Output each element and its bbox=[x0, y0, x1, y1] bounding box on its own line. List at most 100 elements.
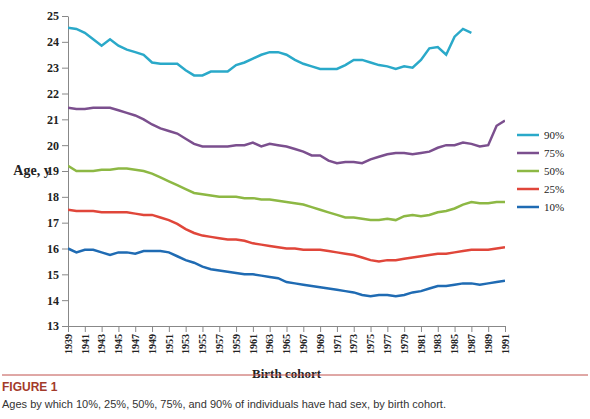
x-tick: 1979 bbox=[399, 326, 410, 354]
x-tick-label: 1977 bbox=[382, 334, 393, 354]
y-tick: 17 bbox=[47, 216, 68, 230]
x-tick-label: 1961 bbox=[248, 334, 259, 354]
x-tick: 1939 bbox=[63, 326, 74, 354]
legend-item: 50% bbox=[517, 165, 564, 177]
y-tick: 24 bbox=[47, 35, 68, 49]
x-axis-title: Birth cohort bbox=[252, 366, 322, 381]
x-tick-mark bbox=[471, 326, 472, 332]
series-line bbox=[68, 28, 471, 76]
x-tick-label: 1973 bbox=[348, 334, 359, 354]
x-tick: 1955 bbox=[197, 326, 208, 354]
x-tick-mark bbox=[270, 326, 271, 332]
x-tick-label: 1963 bbox=[264, 334, 275, 354]
x-tick: 1983 bbox=[432, 326, 443, 354]
x-tick: 1953 bbox=[180, 326, 191, 354]
y-tick: 13 bbox=[47, 319, 68, 333]
x-axis: 1939 1941 1943 1945 1947 1949 1951 1953 1955 1957… bbox=[63, 326, 511, 354]
title: FIGURE 1 bbox=[2, 380, 58, 394]
y-tick: 14 bbox=[47, 294, 68, 308]
x-tick-mark bbox=[354, 326, 355, 332]
y-tick-label: 17 bbox=[47, 216, 59, 230]
x-tick-label: 1965 bbox=[281, 334, 292, 354]
y-tick-label: 21 bbox=[47, 113, 59, 127]
x-tick-mark bbox=[118, 326, 119, 332]
x-tick: 1947 bbox=[130, 326, 141, 354]
lines bbox=[68, 28, 505, 297]
y-tick-label: 14 bbox=[47, 294, 59, 308]
x-tick-mark bbox=[152, 326, 153, 332]
y-tick-mark bbox=[62, 326, 68, 327]
legend-swatch bbox=[517, 134, 539, 137]
x-tick-label: 1969 bbox=[315, 334, 326, 354]
x-tick-label: 1981 bbox=[416, 334, 427, 354]
x-tick: 1977 bbox=[382, 326, 393, 354]
y-tick-mark bbox=[62, 145, 68, 146]
legend-swatch bbox=[517, 188, 539, 191]
y-tick: 25 bbox=[47, 9, 68, 23]
legend-label: 50% bbox=[544, 165, 564, 177]
x-tick-label: 1955 bbox=[197, 334, 208, 354]
x-tick: 1971 bbox=[332, 326, 343, 354]
x-tick: 1969 bbox=[315, 326, 326, 354]
x-tick-label: 1959 bbox=[231, 334, 242, 354]
y-tick-mark bbox=[62, 274, 68, 275]
y-tick-label: 20 bbox=[47, 139, 59, 153]
x-tick-mark bbox=[253, 326, 254, 332]
x-tick: 1963 bbox=[264, 326, 275, 354]
x-tick-label: 1991 bbox=[500, 334, 511, 354]
series-line bbox=[68, 108, 505, 164]
x-tick-label: 1953 bbox=[180, 334, 191, 354]
x-tick-label: 1957 bbox=[214, 334, 225, 354]
x-tick-label: 1979 bbox=[399, 334, 410, 354]
x-tick-mark bbox=[404, 326, 405, 332]
x-tick-label: 1945 bbox=[113, 334, 124, 354]
legend-label: 25% bbox=[544, 183, 564, 195]
y-tick-mark bbox=[62, 197, 68, 198]
x-tick-label: 1941 bbox=[80, 334, 91, 354]
legend-label: 90% bbox=[544, 129, 564, 141]
x-tick-label: 1989 bbox=[483, 334, 494, 354]
x-tick-mark bbox=[186, 326, 187, 332]
x-tick: 1985 bbox=[449, 326, 460, 354]
legend: 90% 75% 50% 25% 10% bbox=[517, 129, 564, 213]
x-tick-mark bbox=[505, 326, 506, 332]
series-line bbox=[68, 249, 505, 297]
y-tick-mark bbox=[62, 223, 68, 224]
series-line bbox=[68, 166, 505, 220]
x-tick-label: 1951 bbox=[164, 334, 175, 354]
x-tick-mark bbox=[85, 326, 86, 332]
x-tick-label: 1939 bbox=[63, 334, 74, 354]
x-tick-mark bbox=[68, 326, 69, 332]
y-tick-mark bbox=[62, 68, 68, 69]
y-tick-mark bbox=[62, 94, 68, 95]
y-tick-mark bbox=[62, 300, 68, 301]
x-tick: 1949 bbox=[147, 326, 158, 354]
caption: Ages by which 10%, 25%, 50%, 75%, and 90… bbox=[2, 398, 446, 410]
plot-area: 1314151617181920212223242519391941194319… bbox=[47, 9, 511, 354]
x-tick-mark bbox=[438, 326, 439, 332]
legend-item: 25% bbox=[517, 183, 564, 195]
y-tick: 15 bbox=[47, 268, 68, 282]
x-tick: 1957 bbox=[214, 326, 225, 354]
x-tick-mark bbox=[387, 326, 388, 332]
x-tick-label: 1987 bbox=[466, 334, 477, 354]
x-tick: 1945 bbox=[113, 326, 124, 354]
legend-label: 75% bbox=[544, 147, 564, 159]
y-tick: 16 bbox=[47, 242, 68, 256]
legend-item: 10% bbox=[517, 201, 564, 213]
y-tick: 22 bbox=[47, 87, 68, 101]
y-tick: 20 bbox=[47, 139, 68, 153]
y-tick-mark bbox=[62, 249, 68, 250]
y-axis-line bbox=[68, 17, 69, 327]
x-tick: 1959 bbox=[231, 326, 242, 354]
legend-swatch bbox=[517, 152, 539, 155]
x-tick: 1961 bbox=[248, 326, 259, 354]
x-tick-label: 1967 bbox=[298, 334, 309, 354]
legend-item: 90% bbox=[517, 129, 564, 141]
y-tick-label: 16 bbox=[47, 242, 59, 256]
x-tick: 1943 bbox=[96, 326, 107, 354]
x-tick-label: 1949 bbox=[147, 334, 158, 354]
x-tick-label: 1947 bbox=[130, 334, 141, 354]
y-tick: 23 bbox=[47, 61, 68, 75]
x-tick-mark bbox=[421, 326, 422, 332]
